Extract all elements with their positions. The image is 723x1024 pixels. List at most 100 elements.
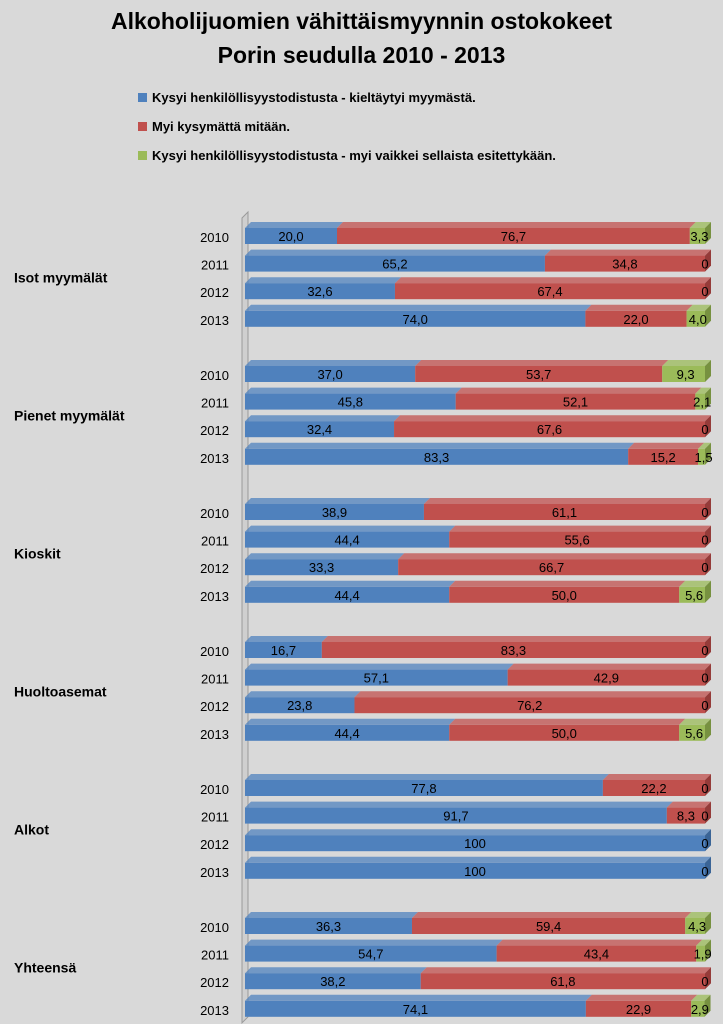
bar-segment	[245, 586, 450, 603]
bar-segment	[394, 283, 705, 300]
bar-segment-top	[245, 691, 361, 698]
group-label: Yhteensä	[14, 959, 76, 975]
data-label: 22,2	[641, 781, 666, 796]
bar-segment-top	[585, 304, 693, 311]
bar-segment-top	[686, 304, 711, 311]
data-label: 57,1	[364, 671, 389, 686]
bar-segment	[245, 228, 337, 244]
bar-segment-top	[628, 442, 705, 449]
bar-segment-top	[679, 718, 711, 725]
data-label: 74,1	[403, 1002, 428, 1017]
data-label: 76,7	[501, 229, 526, 244]
legend-label-sold-without-id: Kysyi henkilöllisyystodistusta - myi vai…	[152, 148, 556, 163]
axis-wall	[241, 210, 249, 1024]
data-label: 0	[701, 533, 708, 548]
data-label: 8,3	[677, 809, 695, 824]
bar-end-cap	[705, 774, 711, 796]
bar-segment-top	[354, 691, 711, 698]
bar-end-cap	[705, 912, 711, 934]
year-tick-label: 2013	[200, 313, 229, 328]
bar-end-cap	[705, 498, 711, 520]
data-label: 100	[464, 864, 486, 879]
bar-segment-top	[449, 525, 711, 532]
bar-segment	[245, 559, 399, 576]
data-label: 83,3	[501, 643, 526, 658]
bar-segment	[394, 421, 705, 438]
data-label: 77,8	[411, 781, 436, 796]
bar-segment-top	[411, 912, 692, 918]
bar-end-cap	[705, 277, 711, 300]
bar-segment	[585, 310, 687, 327]
data-label: 38,2	[320, 974, 345, 989]
bar-segment-top	[245, 636, 328, 642]
legend-entry-refused: Kysyi henkilöllisyystodistusta - kieltäy…	[138, 90, 476, 105]
bar-segment	[245, 255, 545, 272]
bar-segment	[245, 862, 705, 879]
bar-segment-top	[679, 580, 711, 587]
bar-segment-top	[394, 277, 711, 284]
bar-segment	[245, 669, 508, 686]
bar-segment-top	[455, 387, 702, 394]
data-label: 0	[701, 560, 708, 575]
year-tick-label: 2010	[200, 644, 229, 659]
bar-segment-top	[696, 939, 711, 946]
bar-segment	[602, 780, 705, 796]
bar-segment-top	[507, 663, 711, 670]
year-tick-label: 2012	[200, 285, 229, 300]
data-label: 36,3	[316, 919, 341, 934]
group-label: Pienet myymälät	[14, 407, 125, 423]
data-label: 5,6	[685, 726, 703, 741]
bar-segment	[245, 697, 355, 714]
legend-entry-sold-without-asking: Myi kysymättä mitään.	[138, 119, 290, 134]
bar-segment-top	[245, 222, 343, 228]
year-tick-label: 2011	[201, 948, 229, 963]
bar-segment-top	[245, 856, 711, 863]
bar-segment	[245, 366, 416, 382]
bar-segment-top	[496, 939, 703, 946]
group-label: Alkot	[14, 821, 49, 837]
bar-segment	[245, 283, 395, 300]
data-label: 0	[701, 698, 708, 713]
bar-segment	[686, 310, 705, 327]
data-label: 76,2	[517, 698, 542, 713]
year-tick-label: 2010	[200, 230, 229, 245]
bar-segment-top	[245, 774, 609, 780]
bar-segment-top	[423, 498, 711, 504]
data-label: 61,8	[550, 974, 575, 989]
bar-segment-top	[698, 442, 711, 449]
bar-segment	[245, 973, 421, 990]
data-label: 50,0	[552, 588, 577, 603]
bar-segment	[245, 642, 322, 658]
legend-swatch-red	[138, 122, 147, 131]
data-label: 53,7	[526, 367, 551, 382]
data-label: 43,4	[584, 947, 609, 962]
bar-end-cap	[705, 415, 711, 438]
bar-segment-top	[394, 415, 711, 422]
bar-segment	[666, 807, 705, 824]
year-tick-label: 2010	[200, 368, 229, 383]
data-label: 15,2	[650, 450, 675, 465]
bar-segment-top	[695, 387, 711, 394]
bar-segment-top	[245, 415, 401, 422]
year-tick-label: 2013	[200, 451, 229, 466]
year-tick-label: 2012	[200, 699, 229, 714]
bar-end-cap	[705, 663, 711, 686]
bar-segment-top	[245, 249, 551, 256]
year-tick-label: 2012	[200, 423, 229, 438]
bar-segment	[507, 669, 705, 686]
bar-segment	[679, 724, 705, 741]
data-label: 50,0	[552, 726, 577, 741]
data-label: 52,1	[563, 395, 588, 410]
year-tick-label: 2013	[200, 727, 229, 742]
year-tick-label: 2010	[200, 920, 229, 935]
data-label: 0	[701, 974, 708, 989]
data-label: 38,9	[322, 505, 347, 520]
bar-segment-top	[585, 994, 698, 1001]
data-label: 0	[701, 505, 708, 520]
bar-end-cap	[705, 525, 711, 548]
bar-segment-top	[337, 222, 696, 228]
data-label: 44,4	[334, 726, 359, 741]
bar-segment-top	[245, 718, 456, 725]
